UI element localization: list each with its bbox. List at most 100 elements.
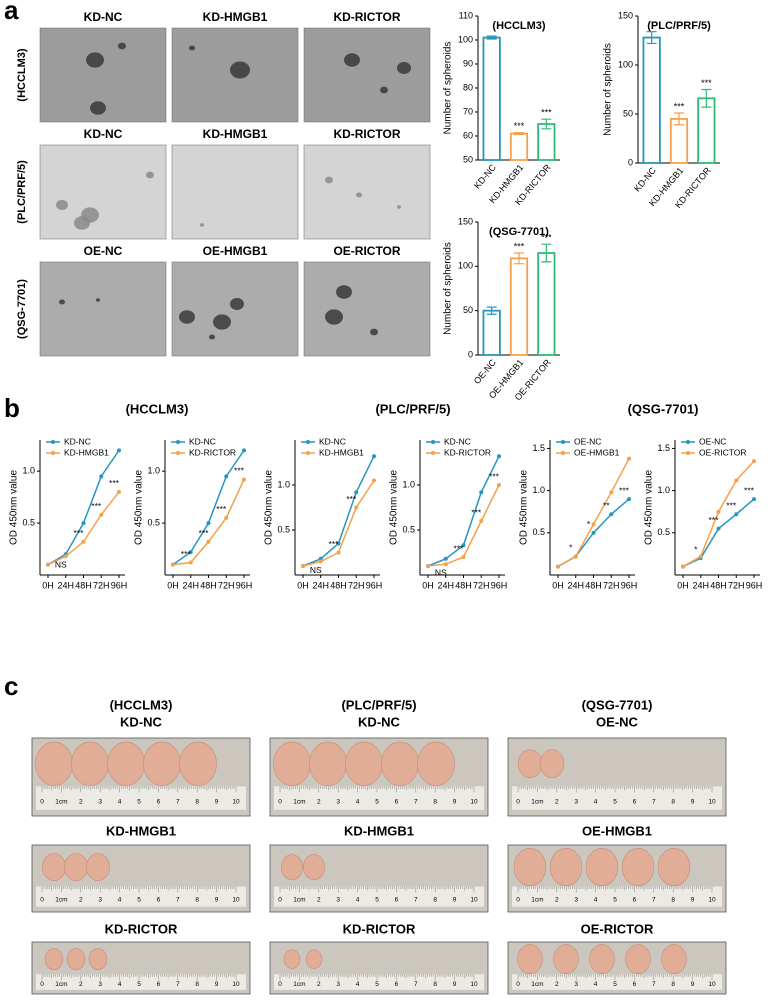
tumor: [589, 944, 615, 975]
ruler-label: 9: [215, 798, 219, 805]
y-tick-label: 1.0: [22, 466, 35, 476]
ruler-label: 4: [594, 981, 598, 988]
y-tick-label: 110: [459, 10, 473, 20]
ruler-label: 1cm: [55, 981, 67, 988]
ruler-label: 1cm: [55, 896, 67, 903]
image-label: OE-NC: [84, 244, 123, 258]
data-point: [497, 454, 501, 459]
group-title: (HCCLM3): [110, 697, 173, 712]
microscopy-image: [171, 144, 299, 240]
significance-label: NS: [435, 567, 447, 577]
ruler: [512, 786, 722, 810]
x-tick-label: 48H: [585, 580, 602, 590]
x-tick-label: 0H: [297, 580, 309, 590]
significance-label: *: [587, 519, 591, 529]
spheroid: [397, 205, 401, 209]
y-tick-label: 0.5: [402, 524, 415, 534]
group-title: (PLC/PRF/5): [341, 697, 416, 712]
data-point: [591, 522, 596, 527]
ruler-label: 3: [98, 798, 102, 805]
y-axis-label: OD 450nm value: [264, 470, 275, 545]
legend-label: KD-HMGB1: [64, 447, 109, 457]
significance-label: ***: [74, 528, 85, 538]
panel-label: b: [4, 393, 20, 423]
tumor: [625, 944, 651, 975]
spheroid: [230, 298, 244, 310]
y-axis-label: Number of spheroids: [443, 242, 454, 335]
ruler-label: 3: [574, 981, 578, 988]
microscopy-image: [303, 144, 431, 240]
data-point: [752, 459, 756, 464]
ruler-label: 6: [157, 896, 161, 903]
data-point: [99, 474, 104, 479]
data-point: [224, 515, 229, 520]
ruler-label: 0: [40, 981, 44, 988]
data-point: [354, 505, 359, 510]
error-bar: [541, 118, 552, 130]
ruler-label: 5: [613, 981, 617, 988]
data-point: [46, 562, 50, 567]
significance-label: ***: [489, 471, 500, 481]
image-label: KD-NC: [84, 10, 123, 24]
error-bar: [514, 132, 524, 136]
significance-label: ***: [701, 78, 712, 88]
significance-label: ***: [454, 543, 465, 553]
legend-label: OE-HMGB1: [574, 447, 620, 457]
y-tick-label: 100: [458, 34, 473, 44]
data-point: [627, 497, 631, 502]
spheroid: [59, 299, 65, 305]
spheroid: [200, 223, 204, 227]
tumor: [381, 741, 419, 786]
data-point: [117, 448, 121, 453]
ruler-label: 7: [652, 981, 656, 988]
error-bar: [541, 243, 552, 263]
x-tick-label: 48H: [75, 580, 92, 590]
spheroid: [230, 61, 250, 79]
ruler-label: 9: [691, 981, 695, 988]
ruler-label: 4: [594, 896, 598, 903]
ruler-label: 8: [671, 798, 675, 805]
legend-label: KD-RICTOR: [189, 447, 236, 457]
data-point: [573, 554, 578, 559]
x-tick-label: 48H: [455, 580, 472, 590]
microscopy-image: [303, 261, 431, 357]
microscopy-image: [39, 144, 167, 240]
significance-label: ***: [109, 478, 120, 488]
ruler-label: 7: [652, 798, 656, 805]
y-tick-label: 1.5: [657, 443, 670, 453]
ruler-label: 6: [633, 798, 637, 805]
spheroid: [209, 334, 215, 340]
ruler-label: 0: [278, 981, 282, 988]
legend-label: OE-NC: [699, 436, 726, 446]
significance-label: ***: [709, 515, 720, 525]
tumor: [553, 944, 579, 975]
x-tick-label: 72H: [728, 580, 745, 590]
ruler-label: 5: [613, 896, 617, 903]
data-point: [63, 554, 68, 559]
tumor: [549, 848, 583, 887]
ruler-label: 9: [691, 896, 695, 903]
x-tick-label: 48H: [710, 580, 727, 590]
row-label: (HCCLM3): [16, 48, 28, 101]
legend-marker: [686, 451, 690, 455]
y-tick-label: 1.0: [657, 485, 670, 495]
ruler-label: 10: [708, 798, 716, 805]
data-point: [318, 559, 323, 564]
ruler-label: 0: [516, 896, 520, 903]
ruler-label: 5: [613, 798, 617, 805]
x-tick-label: 24H: [312, 580, 329, 590]
error-bar: [674, 112, 684, 126]
ruler-label: 7: [414, 896, 418, 903]
data-point: [336, 550, 341, 555]
significance-label: NS: [310, 565, 322, 575]
series-line: [47, 449, 120, 566]
microscopy-image: [39, 261, 167, 357]
tumor: [66, 948, 86, 971]
y-tick-label: 1.0: [277, 479, 290, 489]
ruler-label: 4: [356, 981, 360, 988]
significance-label: ***: [514, 241, 525, 251]
legend-marker: [306, 440, 310, 444]
x-tick-label: 72H: [603, 580, 620, 590]
legend-marker: [51, 451, 55, 455]
data-point: [627, 456, 631, 461]
